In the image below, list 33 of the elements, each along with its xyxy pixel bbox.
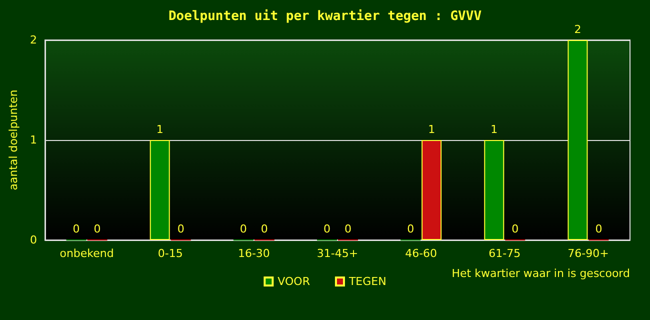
data-label: 0 xyxy=(72,222,80,236)
y-axis-title: aantal doelpunten xyxy=(7,90,20,190)
legend-label: VOOR xyxy=(278,275,310,288)
data-label: 1 xyxy=(428,123,436,136)
x-tick-label: 46-60 xyxy=(405,247,438,260)
chart-title: Doelpunten uit per kwartier tegen : GVVV xyxy=(168,9,482,24)
x-tick-label: 61-75 xyxy=(488,247,521,260)
bar xyxy=(484,140,504,240)
x-tick-label: 0-15 xyxy=(158,247,183,260)
data-label: 1 xyxy=(490,123,498,136)
data-label: 0 xyxy=(324,222,330,236)
data-label: 0 xyxy=(595,222,602,236)
data-label: 1 xyxy=(156,123,164,136)
y-tick-label: 1 xyxy=(30,134,37,146)
y-tick-label: 0 xyxy=(30,234,37,246)
data-label: 0 xyxy=(177,222,184,236)
data-label: 0 xyxy=(240,222,247,236)
data-label: 0 xyxy=(260,222,268,236)
bar xyxy=(150,140,170,240)
bar xyxy=(568,40,588,240)
x-tick-label: 16-30 xyxy=(238,247,270,260)
legend-label: TEGEN xyxy=(348,275,386,288)
x-tick-label: onbekend xyxy=(60,247,114,260)
x-tick-label: 76-90+ xyxy=(568,247,609,260)
bar xyxy=(422,140,442,240)
data-label: 0 xyxy=(407,222,414,236)
data-label: 2 xyxy=(574,23,582,36)
y-tick-label: 2 xyxy=(30,34,37,46)
data-label: 0 xyxy=(344,222,352,236)
x-tick-label: 31-45+ xyxy=(316,247,358,260)
x-axis-title: Het kwartier waar in is gescoord xyxy=(452,267,630,280)
data-label: 0 xyxy=(512,222,519,236)
data-label: 0 xyxy=(94,222,101,236)
